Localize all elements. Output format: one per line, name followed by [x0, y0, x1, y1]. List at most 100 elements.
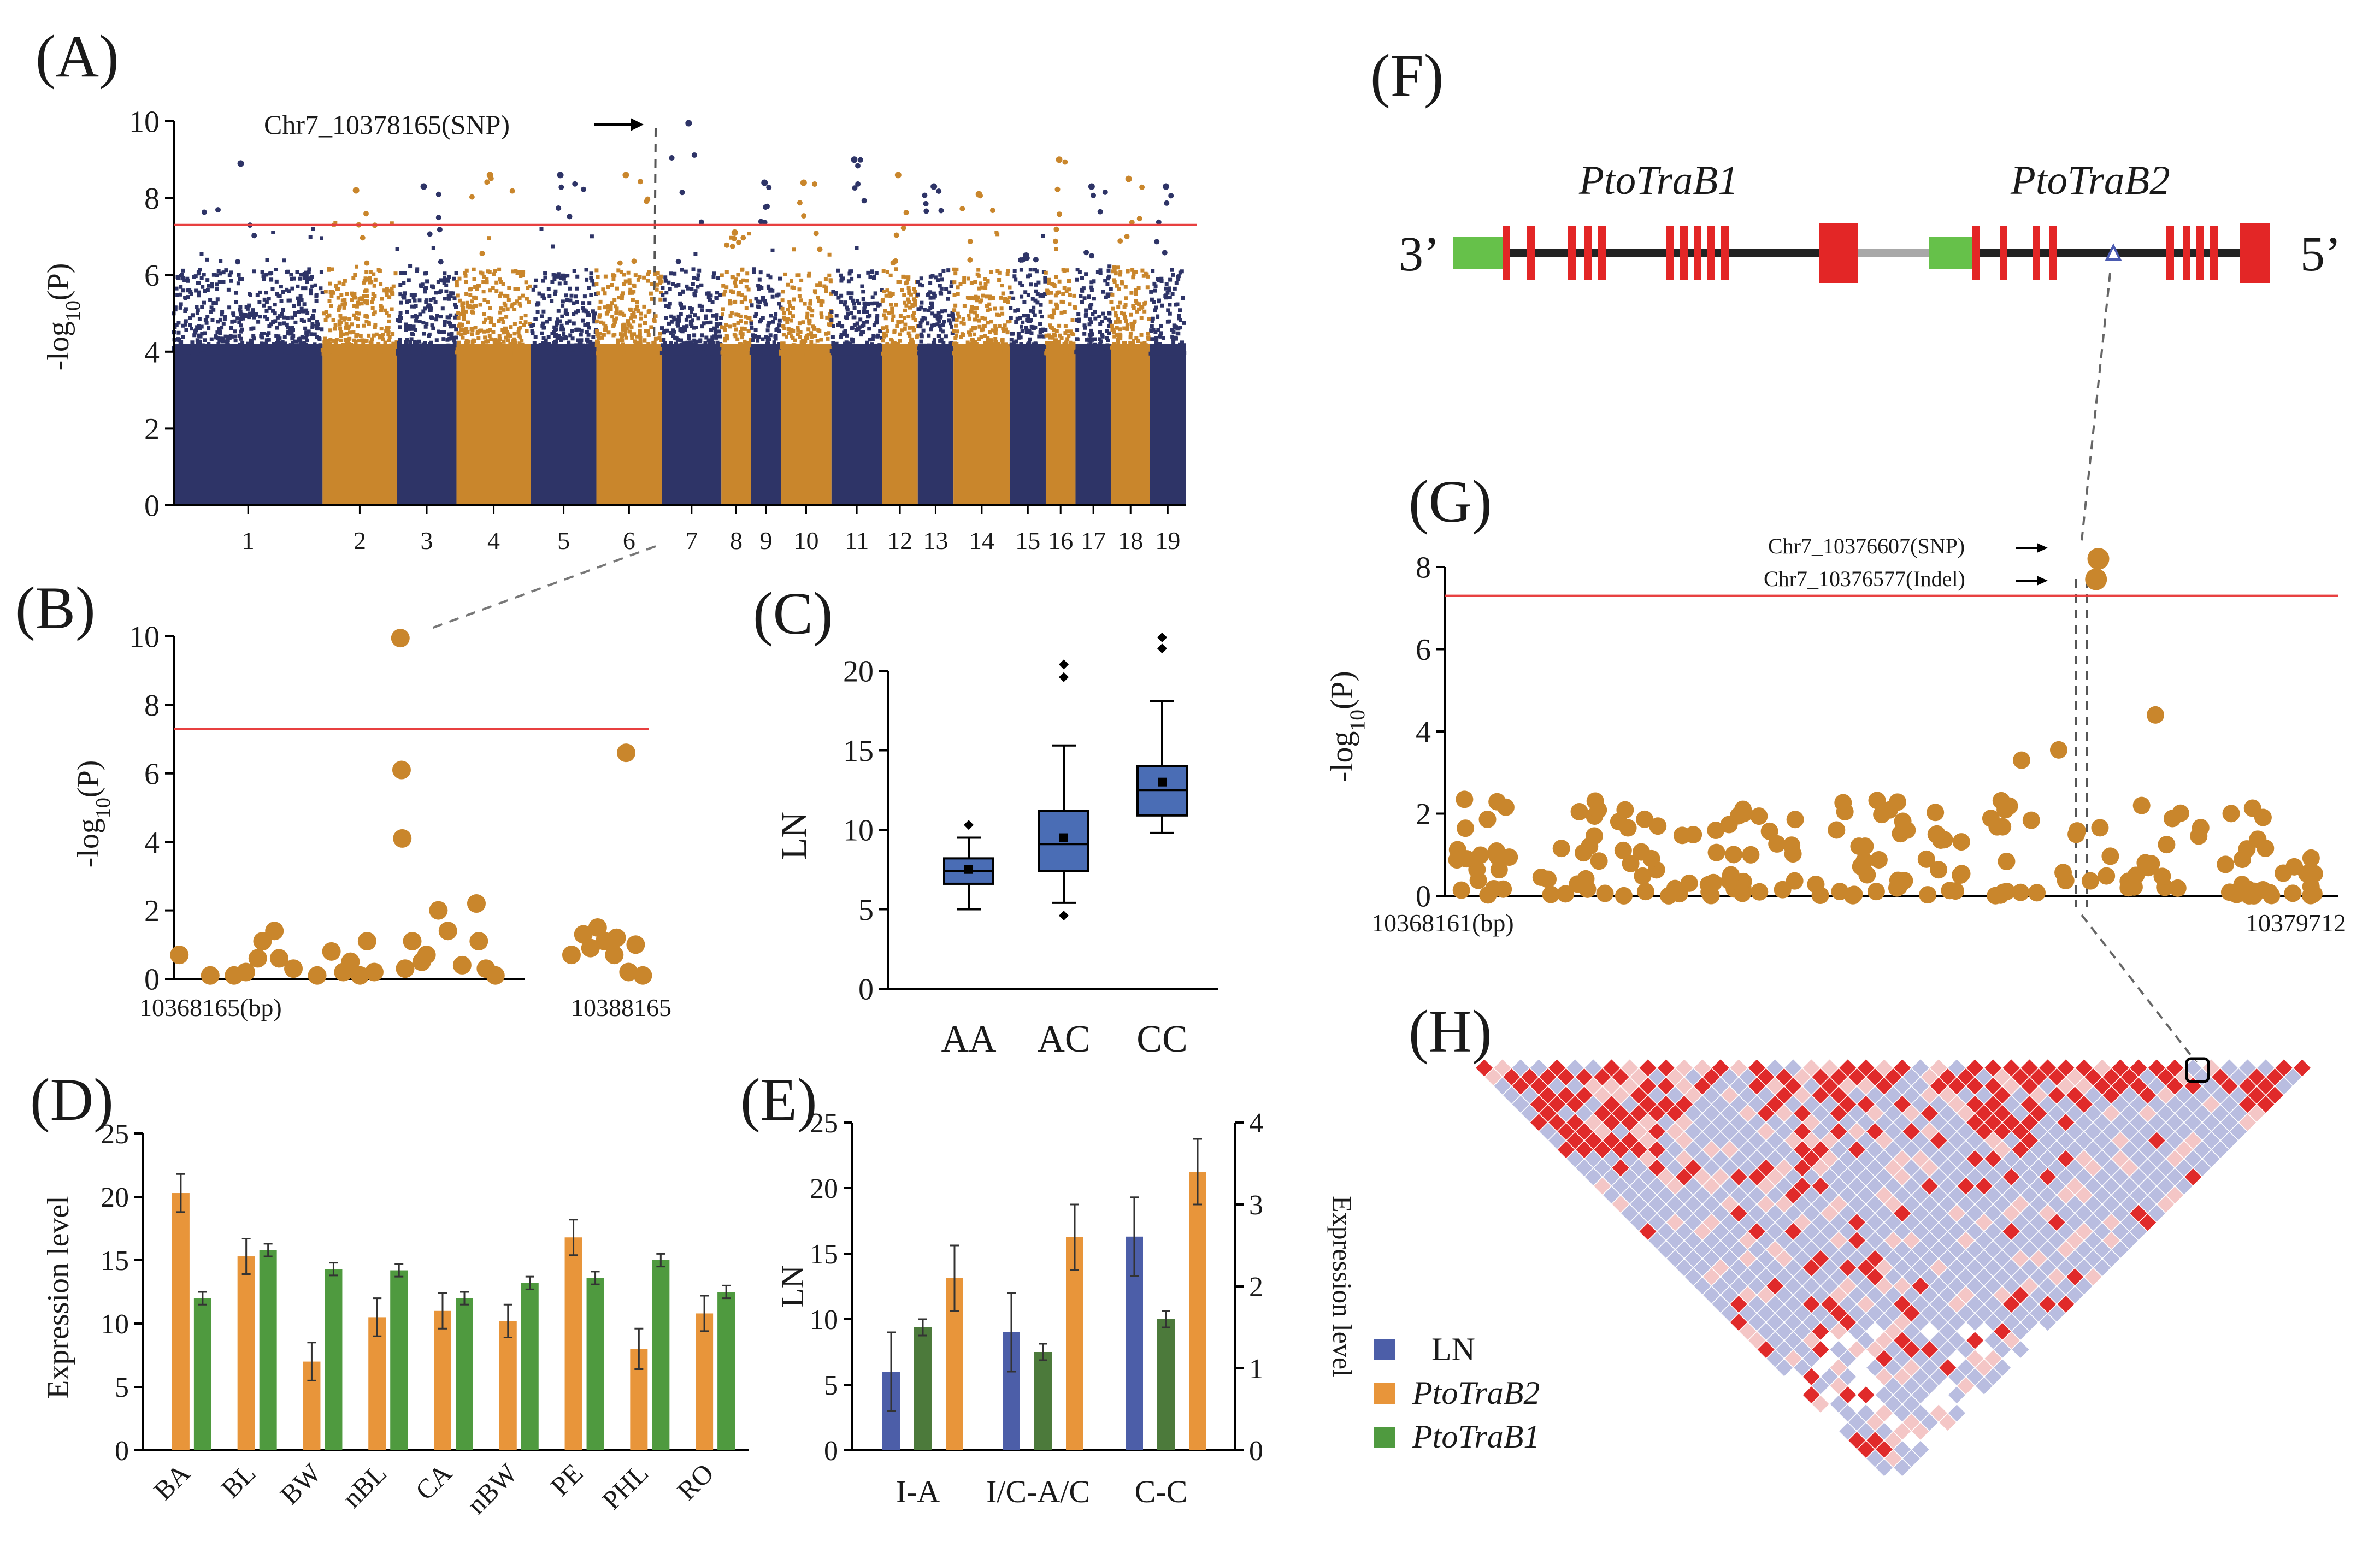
- exon: [2033, 226, 2040, 280]
- g-data-point: [1699, 876, 1717, 894]
- d-bar-PtoTraB2-CA: [434, 1310, 451, 1450]
- g-data-point: [2302, 878, 2320, 896]
- chromosome-6-peak-point: [622, 172, 629, 179]
- chromosome-1-base: [174, 344, 323, 505]
- chromosome-1-upper-points: [201, 207, 257, 265]
- g-data-point: [1786, 872, 1804, 890]
- exon: [1707, 226, 1715, 280]
- panel-label-e: (E): [740, 1066, 817, 1133]
- b-data-point: [392, 760, 411, 780]
- g-data-point: [1850, 837, 1868, 855]
- b-data-point: [396, 959, 415, 978]
- g-data-point: [2022, 811, 2040, 829]
- chromosome-16-upper-points: [1052, 159, 1068, 244]
- e-y2-tick-label: 1: [1249, 1354, 1263, 1385]
- chromosome-19-points: [1148, 268, 1187, 356]
- gene-left-end: 3’: [1399, 227, 1440, 281]
- b-data-point: [469, 932, 488, 951]
- g-data-point: [1852, 858, 1870, 876]
- g-data-point: [1642, 849, 1660, 867]
- chromosome-6-points: [594, 268, 664, 356]
- chromosome-2-base: [322, 344, 397, 505]
- chromosome-5-upper-points: [556, 181, 586, 220]
- e-category-I/C-A/C: I/C-A/C: [986, 1474, 1090, 1509]
- d-category-PE: PE: [544, 1457, 588, 1502]
- chromosome-2-points: [320, 221, 399, 356]
- exon: [1680, 226, 1688, 280]
- chromosome-7-base: [662, 344, 722, 505]
- g-x-label-right: 10379712: [2246, 909, 2346, 937]
- c-y-tick-label: 20: [843, 655, 874, 689]
- d-category-BA: BA: [148, 1457, 196, 1506]
- legend-label-ptotrab2: PtoTraB2: [1412, 1375, 1540, 1411]
- g-data-point: [1894, 812, 1912, 830]
- chromosome-1-peak-point: [237, 160, 244, 167]
- g-data-point: [1930, 861, 1948, 879]
- g-data-point: [2050, 741, 2067, 759]
- e-y2-tick-label: 0: [1249, 1436, 1263, 1467]
- b-data-point: [265, 922, 284, 941]
- a-y-tick-label: 8: [144, 182, 160, 216]
- g-y-tick-label: 2: [1416, 798, 1431, 831]
- g-lead-variant-point: [2087, 547, 2110, 570]
- e-y-tick-label: 15: [810, 1239, 838, 1270]
- variant-marker: [2105, 243, 2122, 261]
- chromosome-3-label: 3: [421, 527, 433, 554]
- b-data-point: [486, 966, 505, 985]
- a-y-tick-label: 10: [129, 105, 160, 139]
- panel-h-ld-heatmap: [1474, 1057, 2312, 1478]
- g-data-point: [2081, 872, 2099, 890]
- g-data-point: [1634, 867, 1652, 885]
- c-box-AC-label: AC: [1037, 1018, 1090, 1060]
- b-y-tick-label: 0: [144, 963, 160, 997]
- exon: [2196, 226, 2204, 280]
- g-data-point: [1448, 851, 1466, 869]
- g-data-point: [1471, 846, 1489, 864]
- chromosome-8-points: [720, 232, 753, 356]
- exon: [1972, 226, 1980, 280]
- panel-b-region-plot: 0 2 4 6 8 10 10368165(bp) 10388165 -log10(P): [72, 545, 671, 1021]
- g-data-point: [1636, 810, 1654, 828]
- g-data-point: [1590, 852, 1608, 870]
- b-y-tick-label: 6: [144, 757, 160, 791]
- g-data-point: [1834, 794, 1852, 812]
- g-data-point: [1888, 793, 1906, 811]
- chromosome-5-points: [529, 227, 598, 356]
- chromosome-8-upper-points: [724, 235, 746, 249]
- d-y-axis-label: Expression level: [42, 1196, 75, 1399]
- chromosome-15-peak-point: [1023, 252, 1030, 259]
- chromosome-19-label: 19: [1155, 527, 1180, 554]
- c-y-tick-label: 10: [843, 814, 874, 848]
- g-data-point: [1996, 801, 2014, 819]
- c-box-AA-label: AA: [941, 1018, 997, 1060]
- panel-label-f: (F): [1370, 42, 1444, 109]
- legend-swatch-ptotrab2: [1374, 1383, 1395, 1404]
- b-zoom-guide: [431, 545, 656, 629]
- chromosome-13-peak-point: [930, 183, 938, 190]
- panel-d-expression-bars: 0 5 10 15 20 25 BA BL BW nBL CA nBW PE PHL RO Expressio…: [42, 1119, 749, 1520]
- g-y-tick-label: 8: [1416, 551, 1431, 585]
- g-data-point: [1616, 801, 1634, 819]
- chromosome-8-label: 8: [730, 527, 743, 554]
- chromosome-4-points: [455, 236, 533, 356]
- chromosome-1-points: [172, 227, 325, 356]
- chromosome-19-base: [1150, 344, 1186, 505]
- gene1-last-exon: [1819, 223, 1858, 283]
- g-data-point: [1947, 882, 1965, 900]
- b-data-point: [619, 962, 638, 982]
- g-y-axis-label: -log10(P): [1324, 671, 1369, 782]
- d-y-tick-label: 20: [101, 1182, 129, 1213]
- g-data-point: [1532, 869, 1550, 887]
- f-to-g-guide: [2081, 273, 2111, 541]
- g-data-point: [1927, 804, 1945, 822]
- chromosome-9-label: 9: [759, 527, 772, 554]
- chromosome-13-upper-points: [922, 188, 944, 214]
- b-x-label-right: 10388165: [571, 994, 671, 1021]
- chromosome-14-upper-points: [959, 193, 995, 263]
- panel-e-haplotype-bars: 0 5 10 15 20 25 0 1 2 3 4 I-A I/C-A/C C-C LN Expression…: [775, 1108, 1358, 1509]
- g-data-point: [1870, 851, 1888, 869]
- d-bar-PtoTraB2-nBW: [499, 1321, 517, 1450]
- d-bar-PtoTraB1-PE: [586, 1278, 604, 1450]
- d-bar-PtoTraB2-BL: [237, 1256, 255, 1450]
- g-data-point: [1724, 846, 1742, 864]
